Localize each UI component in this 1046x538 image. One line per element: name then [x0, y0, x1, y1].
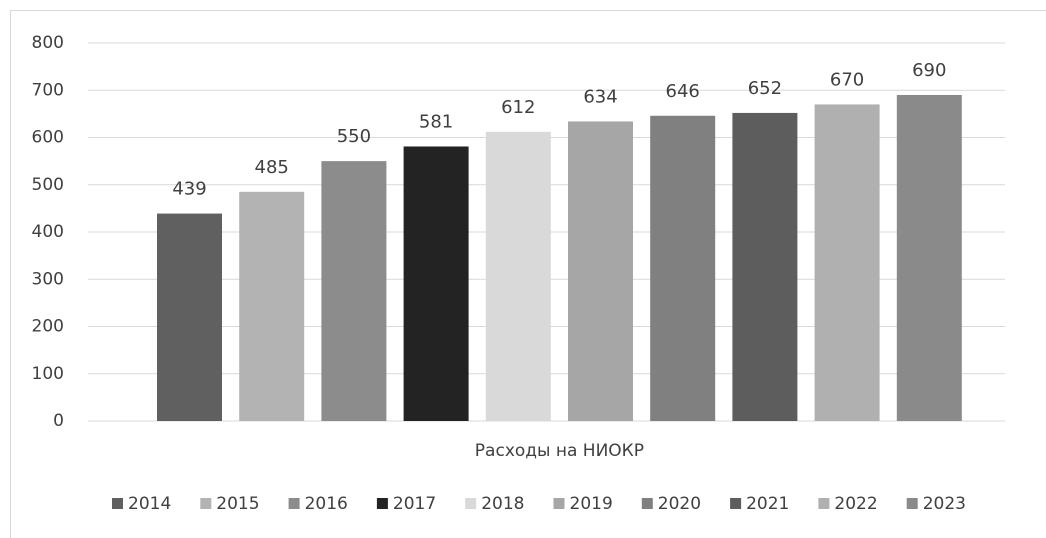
data-label: 670 — [830, 69, 864, 90]
data-label: 646 — [666, 81, 700, 102]
legend-label: 2020 — [658, 494, 701, 514]
legend-label: 2014 — [128, 494, 171, 514]
data-label: 439 — [172, 179, 206, 200]
data-label: 652 — [748, 78, 782, 99]
bar — [814, 104, 880, 422]
y-tick-label: 100 — [32, 364, 64, 384]
bar — [157, 213, 222, 421]
bar — [568, 121, 633, 421]
legend-label: 2022 — [834, 494, 877, 514]
data-label: 581 — [419, 111, 453, 132]
data-label: 690 — [912, 60, 946, 81]
legend-swatch — [288, 498, 300, 509]
legend-label: 2015 — [216, 494, 259, 514]
legend-label: 2023 — [923, 494, 966, 514]
bar — [732, 112, 798, 422]
legend-swatch — [200, 498, 212, 509]
data-label: 634 — [583, 86, 617, 107]
legend-swatch — [730, 498, 742, 509]
bar — [485, 131, 551, 421]
legend-label: 2021 — [746, 494, 789, 514]
bar — [896, 94, 962, 421]
x-tick-label: Расходы на НИОКР — [475, 441, 644, 461]
y-tick-label: 200 — [32, 317, 64, 337]
bar — [403, 146, 469, 422]
legend-swatch — [641, 498, 653, 509]
data-label: 485 — [255, 157, 289, 178]
legend-swatch — [465, 498, 477, 509]
y-tick-label: 0 — [53, 411, 64, 431]
y-tick-label: 500 — [32, 175, 64, 195]
y-tick-label: 300 — [32, 269, 64, 289]
legend-swatch — [818, 498, 830, 509]
legend-label: 2016 — [305, 494, 348, 514]
legend-swatch — [906, 498, 918, 509]
data-label: 550 — [337, 126, 371, 147]
data-label: 612 — [501, 97, 535, 118]
legend-swatch — [376, 498, 388, 509]
bar — [321, 161, 387, 421]
legend-swatch — [553, 498, 565, 509]
legend-swatch — [112, 498, 123, 509]
bar — [239, 191, 305, 421]
legend-label: 2018 — [481, 494, 524, 514]
y-tick-label: 800 — [32, 33, 64, 53]
y-tick-label: 600 — [32, 128, 64, 148]
bar — [650, 115, 716, 421]
y-tick-label: 700 — [32, 80, 64, 100]
legend-label: 2019 — [570, 494, 613, 514]
y-tick-label: 400 — [32, 222, 64, 242]
legend-label: 2017 — [393, 494, 436, 514]
